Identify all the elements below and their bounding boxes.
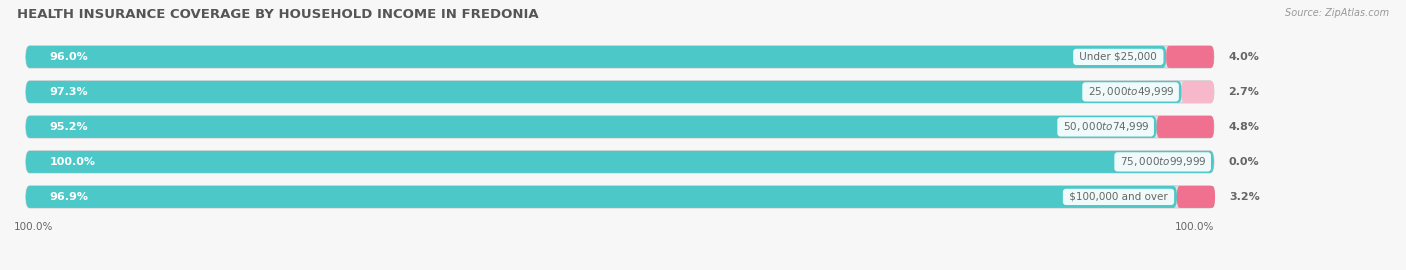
Text: $50,000 to $74,999: $50,000 to $74,999 [1060, 120, 1152, 133]
Text: 0.0%: 0.0% [1227, 157, 1258, 167]
Text: Under $25,000: Under $25,000 [1077, 52, 1160, 62]
FancyBboxPatch shape [25, 46, 1167, 68]
FancyBboxPatch shape [25, 46, 1213, 68]
Text: 3.2%: 3.2% [1229, 192, 1260, 202]
Text: Source: ZipAtlas.com: Source: ZipAtlas.com [1285, 8, 1389, 18]
FancyBboxPatch shape [25, 186, 1213, 208]
Text: 100.0%: 100.0% [1174, 222, 1213, 232]
FancyBboxPatch shape [25, 81, 1182, 103]
FancyBboxPatch shape [1166, 46, 1213, 68]
Text: 96.9%: 96.9% [49, 192, 89, 202]
FancyBboxPatch shape [1177, 186, 1215, 208]
Text: 2.7%: 2.7% [1227, 87, 1258, 97]
Text: 4.0%: 4.0% [1227, 52, 1258, 62]
Text: 97.3%: 97.3% [49, 87, 89, 97]
Text: $25,000 to $49,999: $25,000 to $49,999 [1085, 85, 1175, 98]
Text: 95.2%: 95.2% [49, 122, 89, 132]
FancyBboxPatch shape [25, 151, 1213, 173]
FancyBboxPatch shape [25, 116, 1213, 138]
Text: 100.0%: 100.0% [49, 157, 96, 167]
Text: $75,000 to $99,999: $75,000 to $99,999 [1118, 156, 1208, 168]
Text: $100,000 and over: $100,000 and over [1066, 192, 1171, 202]
Text: 100.0%: 100.0% [14, 222, 53, 232]
FancyBboxPatch shape [25, 81, 1213, 103]
FancyBboxPatch shape [25, 151, 1213, 173]
Text: HEALTH INSURANCE COVERAGE BY HOUSEHOLD INCOME IN FREDONIA: HEALTH INSURANCE COVERAGE BY HOUSEHOLD I… [17, 8, 538, 21]
Text: 96.0%: 96.0% [49, 52, 89, 62]
Text: 4.8%: 4.8% [1227, 122, 1258, 132]
FancyBboxPatch shape [25, 116, 1157, 138]
FancyBboxPatch shape [25, 186, 1177, 208]
FancyBboxPatch shape [1181, 81, 1213, 103]
FancyBboxPatch shape [1157, 116, 1213, 138]
